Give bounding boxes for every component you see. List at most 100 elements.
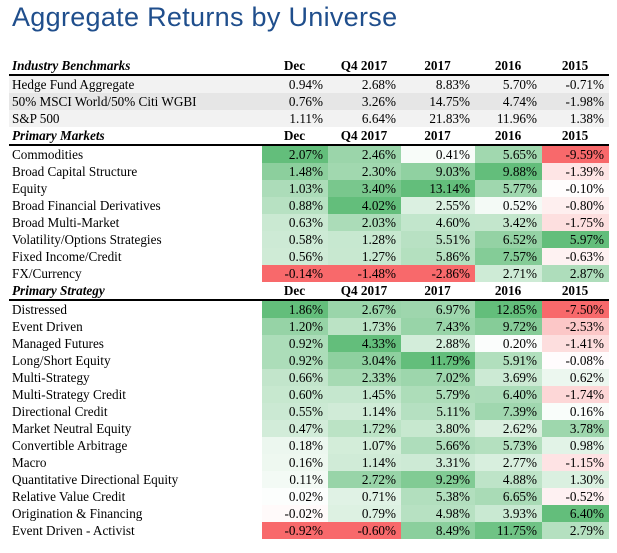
value-cell: 1.73% [328,318,401,335]
value-cell: 3.80% [401,420,475,437]
value-cell: -1.98% [542,93,609,110]
section-header-row: Primary Markets Dec Q4 2017 2017 2016 2015 [9,127,609,146]
table-row: Convertible Arbitrage 0.18% 1.07% 5.66% 5.73… [9,437,609,454]
row-label: Broad Capital Structure [12,164,138,179]
value-cell: -0.10% [542,180,609,197]
value-cell: 0.20% [475,335,542,352]
column-header: Q4 2017 [328,57,401,76]
value-cell: -2.53% [542,318,609,335]
table-row: Multi-Strategy 0.66% 2.33% 7.02% 3.69% 0.62% [9,369,609,386]
value-cell: 6.52% [475,231,542,248]
value-cell: -0.92% [262,522,328,539]
value-cell: 5.91% [475,352,542,369]
column-header: Q4 2017 [328,127,401,146]
section-title: Industry Benchmarks [9,57,262,76]
value-cell: 11.75% [475,522,542,539]
value-cell: 4.88% [475,471,542,488]
value-cell: -0.08% [542,352,609,369]
table-row: Event Driven 1.20% 1.73% 7.43% 9.72% -2.53% [9,318,609,335]
value-cell: 2.46% [328,145,401,163]
row-label: Hedge Fund Aggregate [9,75,262,93]
value-cell: 0.55% [262,403,328,420]
column-header: 2017 [401,127,475,146]
column-header: 2015 [542,57,609,76]
value-cell: 2.88% [401,335,475,352]
value-cell: -1.15% [542,454,609,471]
value-cell: -0.60% [328,522,401,539]
value-cell: 6.40% [475,386,542,403]
value-cell: 9.72% [475,318,542,335]
value-cell: 0.88% [262,197,328,214]
value-cell: 14.75% [401,93,475,110]
value-cell: 1.38% [542,110,609,127]
table-row: Commodities 2.07% 2.46% 0.41% 5.65% -9.59% [9,145,609,163]
row-label: Broad Financial Derivatives [12,198,161,213]
value-cell: 2.62% [475,420,542,437]
value-cell: 0.47% [262,420,328,437]
value-cell: 4.60% [401,214,475,231]
table-row: Broad Multi-Market 0.63% 2.03% 4.60% 3.42% -1… [9,214,609,231]
value-cell: 0.02% [262,488,328,505]
value-cell: -0.63% [542,248,609,265]
section-title: Primary Markets [9,127,262,146]
value-cell: 0.66% [262,369,328,386]
value-cell: 2.30% [328,163,401,180]
value-cell: 5.86% [401,248,475,265]
value-cell: 1.11% [262,110,328,127]
row-label: Multi-Strategy [12,370,90,385]
table-row: Macro 0.16% 1.14% 3.31% 2.77% -1.15% [9,454,609,471]
value-cell: 0.18% [262,437,328,454]
value-cell: -0.80% [542,197,609,214]
value-cell: 5.70% [475,75,542,93]
value-cell: 8.83% [401,75,475,93]
column-header: 2017 [401,282,475,301]
value-cell: 9.29% [401,471,475,488]
value-cell: 2.03% [328,214,401,231]
value-cell: -0.71% [542,75,609,93]
returns-table: Industry Benchmarks Dec Q4 2017 2017 2016 201… [9,57,609,539]
value-cell: 6.64% [328,110,401,127]
value-cell: -1.48% [328,265,401,282]
column-header: Dec [262,282,328,301]
table-row: Multi-Strategy Credit 0.60% 1.45% 5.79% 6.40… [9,386,609,403]
value-cell: 4.98% [401,505,475,522]
row-label: Event Driven [12,319,83,334]
value-cell: -1.39% [542,163,609,180]
table-row: S&P 500 1.11% 6.64% 21.83% 11.96% 1.38% [9,110,609,127]
value-cell: 1.27% [328,248,401,265]
value-cell: 1.14% [328,454,401,471]
value-cell: 2.68% [328,75,401,93]
column-header: 2016 [475,57,542,76]
value-cell: -7.50% [542,300,609,318]
value-cell: 0.60% [262,386,328,403]
value-cell: 5.11% [401,403,475,420]
column-header: 2016 [475,282,542,301]
value-cell: -0.02% [262,505,328,522]
value-cell: -0.52% [542,488,609,505]
table-row: Broad Capital Structure 1.48% 2.30% 9.03% 9.… [9,163,609,180]
table-row: 50% MSCI World/50% Citi WGBI 0.76% 3.26% 14… [9,93,609,110]
value-cell: 5.73% [475,437,542,454]
value-cell: 8.49% [401,522,475,539]
column-header: 2015 [542,282,609,301]
row-label: S&P 500 [9,110,262,127]
value-cell: 7.39% [475,403,542,420]
section-header-row: Primary Strategy Dec Q4 2017 2017 2016 2015 [9,282,609,301]
value-cell: 5.66% [401,437,475,454]
row-label: Origination & Financing [12,506,143,521]
value-cell: -9.59% [542,145,609,163]
value-cell: 0.71% [328,488,401,505]
value-cell: 0.98% [542,437,609,454]
value-cell: 0.76% [262,93,328,110]
value-cell: 5.38% [401,488,475,505]
value-cell: 3.93% [475,505,542,522]
row-label: Quantitative Directional Equity [12,472,179,487]
table-row: Volatility/Options Strategies 0.58% 1.28% 5… [9,231,609,248]
section-title: Primary Strategy [9,282,262,301]
value-cell: 2.77% [475,454,542,471]
value-cell: 2.71% [475,265,542,282]
value-cell: 1.86% [262,300,328,318]
row-label: Distressed [12,302,67,317]
value-cell: -2.86% [401,265,475,282]
value-cell: 0.16% [262,454,328,471]
